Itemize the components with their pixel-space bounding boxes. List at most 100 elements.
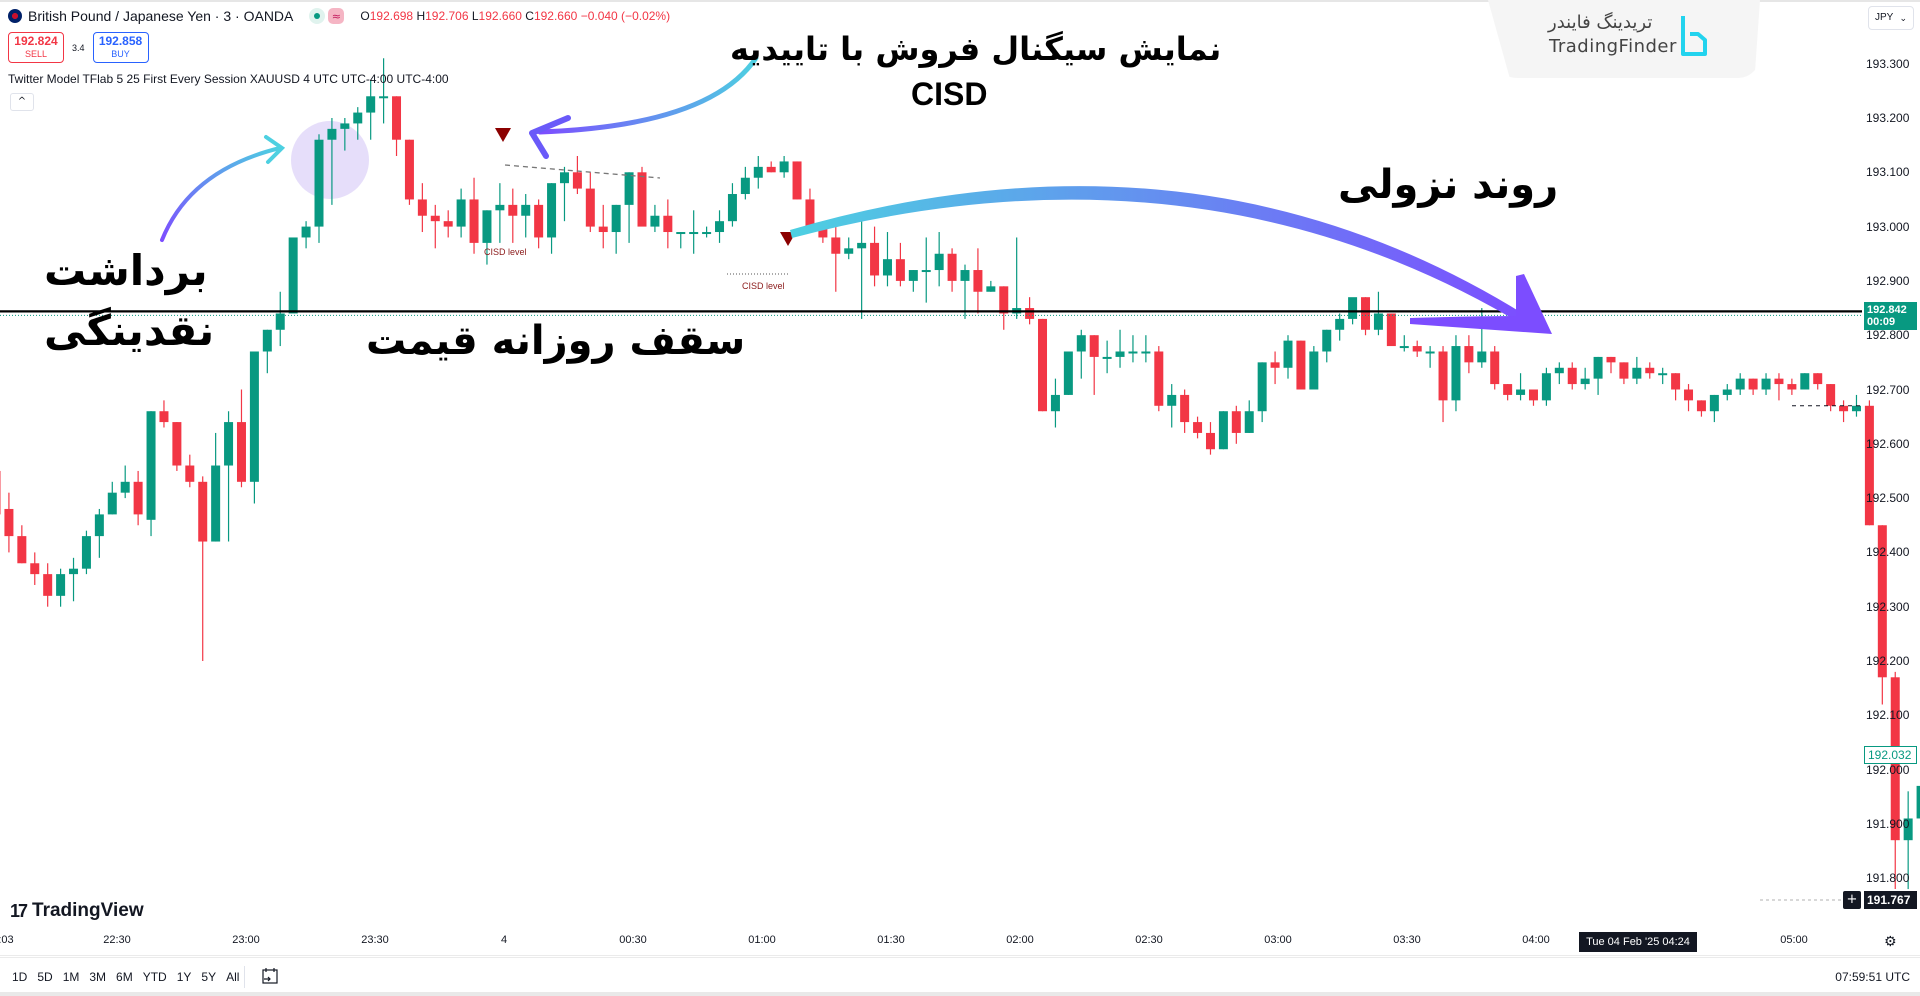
- time-tick: 02:30: [1135, 934, 1163, 946]
- candle-body: [301, 226, 311, 238]
- price-tick: 192.900: [1866, 273, 1910, 288]
- price-change: −0.040 (−0.02%): [580, 9, 671, 23]
- candle-body: [1864, 405, 1874, 526]
- candle-body: [702, 232, 712, 235]
- candle-body: [1916, 785, 1920, 819]
- candle-body: [676, 232, 686, 235]
- time-tick: 04:00: [1522, 934, 1550, 946]
- range-button-all[interactable]: All: [226, 970, 240, 984]
- price-tick: 192.800: [1866, 328, 1910, 343]
- time-tick: 05:00: [1780, 934, 1808, 946]
- time-tick: 02:00: [1006, 934, 1034, 946]
- settings-gear-icon[interactable]: ⚙: [1884, 934, 1897, 950]
- time-axis[interactable]: Tue 04 Feb '25 04:24 ⚙ :03 22:30 23:00 23:3…: [0, 920, 1920, 956]
- candle-body: [792, 161, 802, 200]
- candle-body: [1464, 346, 1474, 363]
- candle-body: [1322, 329, 1332, 352]
- candlestick-chart[interactable]: [0, 0, 1920, 920]
- candle-body: [120, 481, 130, 493]
- candle-body: [999, 286, 1009, 314]
- candle-body: [1580, 378, 1590, 385]
- candle-body: [1903, 818, 1913, 841]
- candle-body: [663, 215, 673, 233]
- annotation-cisd-title: نمایش سیگنال فروش با تاییدیه: [730, 30, 1222, 68]
- candle-body: [882, 259, 892, 276]
- range-button-3m[interactable]: 3M: [89, 970, 107, 984]
- candle-body: [1606, 356, 1616, 363]
- time-tick: 22:30: [103, 934, 131, 946]
- candle-body: [921, 270, 931, 273]
- candle-body: [1309, 351, 1319, 390]
- candle-body: [133, 481, 143, 515]
- candle-body: [469, 199, 479, 243]
- utc-clock[interactable]: 07:59:51 UTC: [1835, 970, 1910, 984]
- candle-body: [1218, 411, 1228, 450]
- candle-body: [585, 188, 595, 227]
- candle-body: [1257, 362, 1267, 412]
- candle-body: [236, 422, 246, 482]
- delayed-data-icon[interactable]: ≈: [328, 8, 345, 24]
- currency-select[interactable]: JPY ⌄: [1868, 6, 1914, 30]
- indicator-legend[interactable]: Twitter Model TFlab 5 25 First Every Ses…: [8, 72, 449, 86]
- candle-body: [1193, 422, 1203, 433]
- symbol-title[interactable]: British Pound / Japanese Yen · 3 · OANDA: [28, 8, 294, 24]
- candle-body: [598, 226, 608, 233]
- candle-body: [1231, 411, 1241, 433]
- collapse-legend-button[interactable]: ^: [10, 93, 34, 111]
- candle-body: [1180, 394, 1190, 423]
- candle-body: [895, 259, 905, 281]
- candle-body: [1361, 297, 1371, 330]
- candle-body: [637, 172, 647, 227]
- candle-body: [482, 210, 492, 243]
- candle-body: [689, 232, 699, 235]
- candle-body: [1283, 340, 1293, 368]
- add-alert-plus-icon[interactable]: +: [1843, 891, 1861, 909]
- candle-body: [1554, 367, 1564, 374]
- candle-body: [159, 411, 169, 423]
- range-button-5y[interactable]: 5Y: [201, 970, 217, 984]
- ohlc-values: O192.698 H192.706 L192.660 C192.660 −0.0…: [360, 9, 671, 23]
- candle-body: [1205, 432, 1215, 450]
- candle-body: [715, 221, 725, 233]
- time-tick: 01:00: [748, 934, 776, 946]
- buy-button[interactable]: 192.858 BUY: [92, 32, 149, 63]
- candle-body: [379, 96, 389, 99]
- annotation-cisd-en: CISD: [911, 76, 988, 112]
- candle-body: [1619, 362, 1629, 379]
- market-open-icon[interactable]: [309, 8, 326, 24]
- spread-value: 3.4: [72, 42, 85, 53]
- candle-body: [1761, 378, 1771, 390]
- range-button-6m[interactable]: 6M: [116, 970, 133, 984]
- candle-body: [1528, 389, 1538, 401]
- candle-body: [198, 481, 208, 542]
- range-button-1y[interactable]: 1Y: [176, 970, 192, 984]
- tradingview-logo[interactable]: 17 TradingView: [10, 900, 144, 921]
- range-button-1d[interactable]: 1D: [12, 970, 28, 984]
- candle-body: [947, 253, 957, 281]
- candle-body: [1645, 367, 1655, 374]
- gbpjpy-flag-icon: [8, 9, 22, 23]
- candle-body: [1813, 373, 1823, 385]
- range-button-5d[interactable]: 5D: [37, 970, 53, 984]
- price-tick: 192.400: [1866, 545, 1910, 560]
- candle-body: [30, 563, 40, 575]
- candle-body: [870, 242, 880, 276]
- candle-body: [1503, 384, 1513, 395]
- candle-body: [146, 411, 156, 520]
- range-button-1m[interactable]: 1M: [62, 970, 80, 984]
- candle-body: [1089, 335, 1099, 357]
- candle-body: [818, 226, 828, 238]
- candle-body: [1425, 351, 1435, 354]
- range-button-ytd[interactable]: YTD: [142, 970, 167, 984]
- goto-date-calendar-icon[interactable]: [260, 966, 280, 986]
- candle-body: [288, 237, 298, 314]
- candle-body: [805, 199, 815, 227]
- candle-body: [81, 536, 91, 569]
- price-tick: 193.100: [1866, 165, 1910, 180]
- candle-body: [1050, 394, 1060, 412]
- tradingfinder-fa: تریدینگ فایندر: [1548, 12, 1653, 33]
- time-tick: 00:30: [619, 934, 647, 946]
- annotation-daily-high: سقف روزانه قیمت: [366, 318, 746, 364]
- candle-body: [314, 139, 324, 227]
- sell-button[interactable]: 192.824 SELL: [8, 32, 64, 63]
